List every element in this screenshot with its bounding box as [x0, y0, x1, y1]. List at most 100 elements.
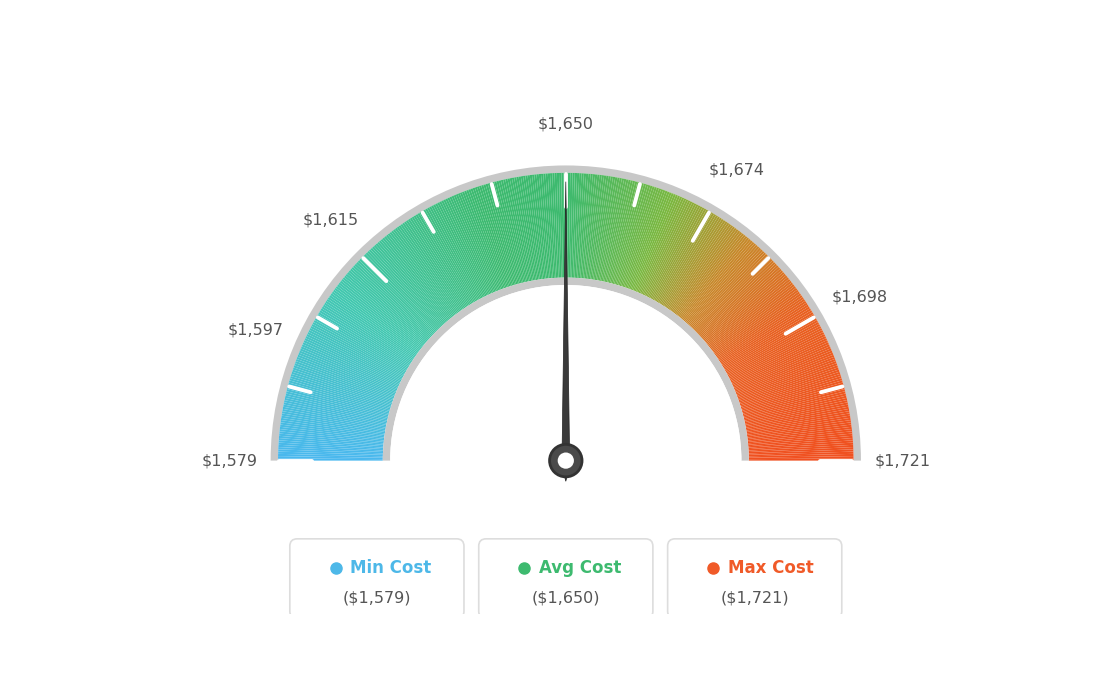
Wedge shape: [680, 236, 747, 319]
Wedge shape: [395, 228, 458, 313]
Wedge shape: [311, 324, 405, 375]
Wedge shape: [730, 332, 825, 380]
Wedge shape: [519, 177, 538, 280]
Wedge shape: [543, 174, 553, 278]
Wedge shape: [307, 334, 402, 382]
Wedge shape: [729, 330, 824, 379]
Text: ($1,579): ($1,579): [342, 591, 411, 605]
Wedge shape: [545, 173, 554, 278]
Wedge shape: [460, 193, 500, 290]
Wedge shape: [692, 253, 766, 329]
Wedge shape: [723, 312, 814, 368]
Wedge shape: [588, 175, 604, 279]
Circle shape: [550, 444, 582, 477]
Wedge shape: [749, 440, 853, 449]
Wedge shape: [749, 454, 853, 457]
Wedge shape: [435, 203, 484, 297]
Wedge shape: [749, 436, 852, 446]
Wedge shape: [534, 175, 548, 279]
Wedge shape: [728, 326, 821, 376]
Wedge shape: [741, 374, 841, 407]
Wedge shape: [340, 281, 423, 347]
Wedge shape: [743, 389, 845, 417]
Wedge shape: [688, 246, 760, 325]
Wedge shape: [743, 387, 845, 415]
Wedge shape: [681, 237, 750, 319]
Wedge shape: [290, 376, 391, 408]
Wedge shape: [365, 253, 439, 329]
Wedge shape: [384, 236, 452, 319]
Wedge shape: [644, 200, 690, 295]
Wedge shape: [597, 177, 617, 281]
Wedge shape: [565, 172, 569, 277]
Wedge shape: [296, 359, 394, 397]
Wedge shape: [749, 445, 853, 452]
Text: ($1,721): ($1,721): [721, 591, 789, 605]
Wedge shape: [278, 451, 383, 456]
Wedge shape: [490, 182, 519, 284]
Wedge shape: [628, 190, 666, 289]
Wedge shape: [657, 210, 710, 302]
Wedge shape: [305, 338, 401, 384]
Wedge shape: [602, 178, 624, 282]
Wedge shape: [705, 274, 786, 343]
Wedge shape: [310, 326, 404, 376]
Wedge shape: [497, 181, 523, 283]
Wedge shape: [658, 212, 712, 303]
Wedge shape: [650, 205, 700, 299]
Wedge shape: [749, 447, 853, 453]
Wedge shape: [325, 303, 413, 362]
Wedge shape: [341, 279, 424, 346]
Wedge shape: [749, 438, 853, 448]
Wedge shape: [570, 173, 575, 277]
Wedge shape: [747, 420, 851, 436]
Wedge shape: [379, 240, 448, 322]
Circle shape: [558, 453, 574, 469]
Wedge shape: [541, 174, 551, 278]
Wedge shape: [744, 395, 847, 421]
Wedge shape: [569, 173, 573, 277]
Wedge shape: [615, 184, 646, 285]
Wedge shape: [606, 180, 630, 282]
Wedge shape: [320, 308, 411, 365]
Wedge shape: [749, 433, 852, 445]
Wedge shape: [665, 219, 724, 308]
Wedge shape: [667, 220, 725, 308]
Wedge shape: [375, 244, 446, 324]
Wedge shape: [501, 180, 526, 282]
Wedge shape: [506, 179, 529, 282]
Wedge shape: [603, 179, 626, 282]
Wedge shape: [624, 188, 659, 288]
Wedge shape: [581, 174, 591, 278]
Wedge shape: [285, 398, 388, 422]
Wedge shape: [634, 193, 673, 291]
Wedge shape: [730, 334, 825, 382]
Wedge shape: [378, 241, 447, 322]
Wedge shape: [670, 224, 731, 311]
Wedge shape: [410, 217, 468, 307]
Wedge shape: [528, 175, 543, 279]
Wedge shape: [361, 257, 436, 332]
Text: ($1,650): ($1,650): [531, 591, 601, 605]
Wedge shape: [278, 438, 383, 448]
Wedge shape: [736, 357, 835, 396]
Wedge shape: [609, 181, 637, 284]
Wedge shape: [715, 295, 803, 357]
Text: $1,698: $1,698: [831, 289, 888, 304]
Wedge shape: [561, 172, 564, 277]
Wedge shape: [735, 351, 832, 392]
Wedge shape: [594, 177, 613, 280]
Wedge shape: [390, 285, 742, 461]
Wedge shape: [278, 442, 383, 451]
Wedge shape: [583, 174, 595, 279]
Wedge shape: [672, 226, 735, 313]
Wedge shape: [710, 282, 793, 348]
Wedge shape: [466, 190, 503, 289]
Wedge shape: [445, 198, 490, 295]
Wedge shape: [664, 217, 722, 307]
Wedge shape: [744, 393, 846, 420]
Wedge shape: [499, 180, 524, 283]
Wedge shape: [330, 293, 417, 355]
Wedge shape: [747, 431, 852, 444]
Wedge shape: [390, 232, 455, 316]
